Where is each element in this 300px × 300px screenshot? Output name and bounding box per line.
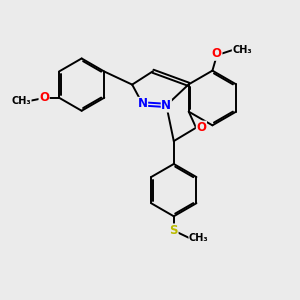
Text: O: O: [196, 121, 206, 134]
Text: N: N: [161, 99, 171, 112]
Text: N: N: [138, 98, 148, 110]
Text: CH₃: CH₃: [11, 96, 31, 106]
Text: CH₃: CH₃: [189, 233, 208, 243]
Text: S: S: [169, 224, 178, 237]
Text: O: O: [39, 91, 49, 104]
Text: O: O: [212, 47, 222, 60]
Text: CH₃: CH₃: [232, 45, 252, 55]
